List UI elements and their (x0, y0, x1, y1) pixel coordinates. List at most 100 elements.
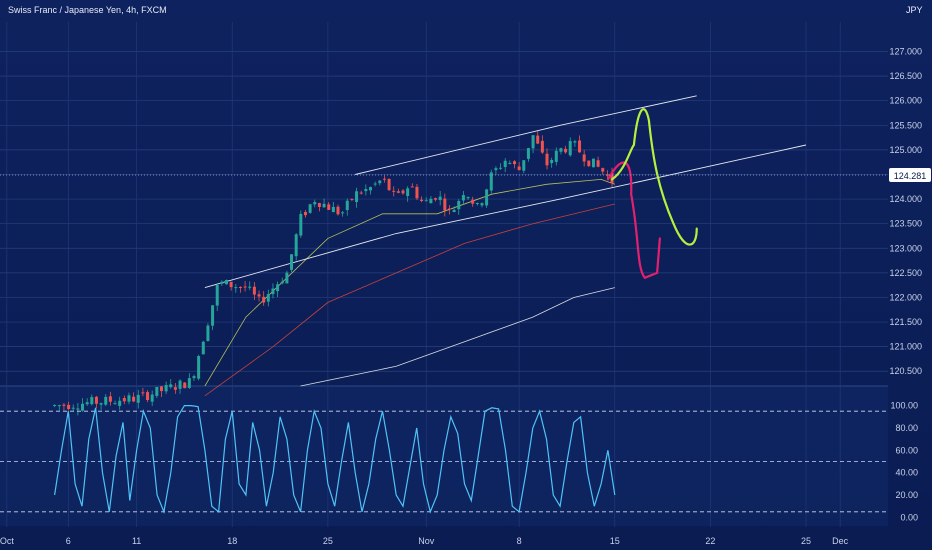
candle (489, 169, 493, 194)
price-tick-label: 121.000 (889, 342, 922, 352)
candle (545, 148, 549, 170)
magenta-drop-arrow (606, 161, 661, 280)
candle (183, 382, 187, 389)
candle (526, 147, 530, 162)
candle (118, 396, 122, 410)
candle (429, 196, 433, 204)
candle (122, 395, 126, 405)
price-tick-label: 122.500 (889, 268, 922, 278)
green-spike-arrow (610, 108, 698, 246)
candle (568, 137, 572, 157)
oscillator-pane-background (0, 386, 888, 526)
candle (76, 402, 80, 416)
candle (169, 379, 173, 389)
time-tick-label: Nov (418, 536, 435, 546)
candle (187, 373, 191, 389)
candle (71, 404, 75, 411)
time-tick-label: 25 (801, 536, 811, 546)
candle (596, 156, 600, 168)
candle (276, 281, 280, 298)
candle (350, 198, 354, 202)
candle (392, 186, 396, 197)
candle (141, 387, 145, 397)
candle (382, 175, 386, 183)
candle (285, 270, 289, 284)
candle (582, 150, 586, 167)
oscillator-axis[interactable]: 100.00 80.00 60.00 40.00 20.00 0.00 (890, 401, 918, 523)
candle (127, 392, 131, 405)
candle (578, 135, 582, 153)
candle (438, 190, 442, 206)
candle (447, 205, 451, 215)
candle (434, 197, 438, 202)
price-tick-label: 126.000 (889, 96, 922, 106)
candle (494, 166, 498, 175)
candle (85, 398, 89, 406)
candle (234, 283, 238, 293)
candle (601, 167, 605, 175)
candle (243, 281, 247, 292)
candle (155, 386, 159, 399)
candle (90, 394, 94, 406)
oscillator-tick-label: 60.00 (895, 445, 918, 455)
candle (136, 389, 140, 409)
candle (146, 390, 150, 403)
candle (531, 135, 535, 154)
time-tick-label: 8 (517, 536, 522, 546)
candle (415, 183, 419, 201)
annotations (606, 108, 698, 280)
candle (290, 254, 294, 273)
time-tick-label: Oct (0, 536, 14, 546)
candle (294, 232, 298, 261)
candle (522, 160, 526, 174)
candle (461, 191, 465, 205)
time-tick-label: Dec (832, 536, 849, 546)
candle (485, 188, 489, 208)
candle (355, 187, 359, 208)
oscillator-tick-label: 20.00 (895, 490, 918, 500)
candle (57, 404, 61, 411)
candle (81, 398, 85, 412)
channel-upper (355, 95, 697, 175)
candle (192, 374, 196, 382)
candle (378, 179, 382, 186)
price-tick-label: 122.000 (889, 292, 922, 302)
candle (499, 163, 503, 170)
candle (322, 198, 326, 208)
candle (443, 193, 447, 217)
candle (299, 210, 303, 238)
candle (173, 382, 177, 394)
price-tick-label: 126.500 (889, 71, 922, 81)
chart-title: Swiss Franc / Japanese Yen, 4h, FXCM (8, 5, 167, 15)
time-tick-label: 11 (132, 536, 141, 546)
price-tick-label: 123.000 (889, 243, 922, 253)
candle (252, 282, 256, 300)
candle (475, 202, 479, 206)
candle (215, 283, 219, 312)
candle (536, 131, 540, 145)
candle (159, 385, 163, 397)
oscillator-series (0, 405, 888, 514)
time-tick-label: 22 (705, 536, 715, 546)
candle (512, 160, 516, 169)
candle (108, 391, 112, 406)
ma-long (300, 287, 615, 387)
candle (197, 354, 201, 381)
candle (336, 204, 340, 216)
time-tick-label: 15 (610, 536, 620, 546)
candle (508, 160, 512, 165)
last-price-label: 124.281 (894, 171, 927, 181)
ma-short (204, 178, 615, 387)
oscillator-tick-label: 100.00 (890, 401, 918, 411)
time-axis[interactable]: Oct 6 11 18 25 Nov 8 15 22 25 Dec (0, 536, 849, 546)
channel-lower (204, 144, 807, 289)
candle (313, 199, 317, 208)
candle (206, 323, 210, 342)
price-tick-label: 121.500 (889, 317, 922, 327)
ma-medium (204, 203, 615, 397)
candle (554, 147, 558, 166)
candle (317, 202, 321, 212)
candle (271, 283, 275, 299)
candle (113, 400, 117, 405)
